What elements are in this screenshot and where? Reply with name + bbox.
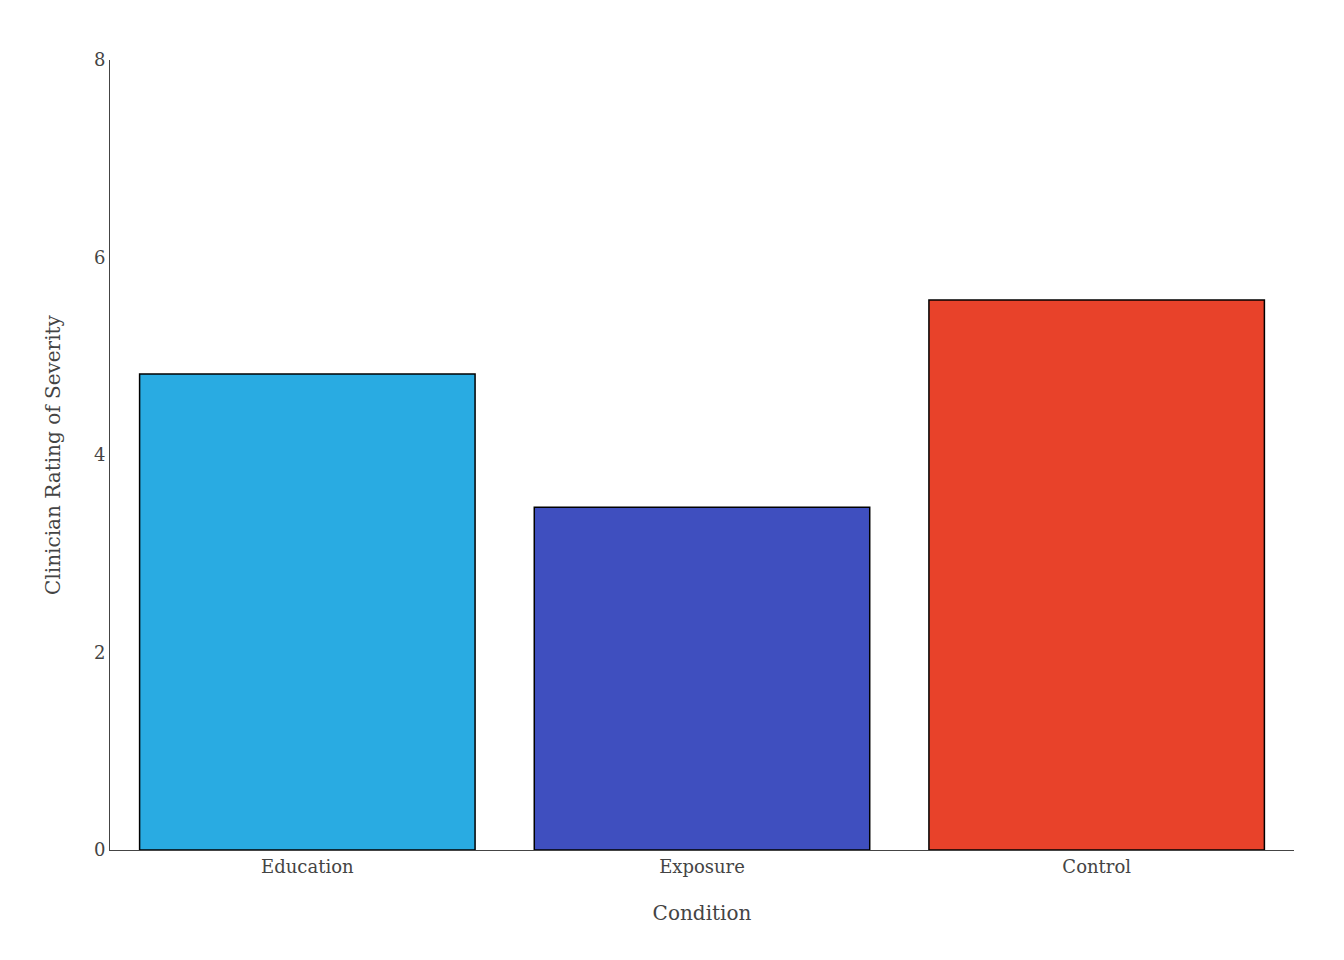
svg-text:2: 2 [94,642,105,663]
svg-text:Exposure: Exposure [659,856,745,877]
svg-text:8: 8 [94,49,105,70]
svg-text:4: 4 [94,444,105,465]
svg-text:Clinician Rating of Severity: Clinician Rating of Severity [41,314,65,595]
svg-text:Control: Control [1062,856,1131,877]
svg-text:Education: Education [261,856,354,877]
svg-text:0: 0 [94,839,105,860]
svg-text:Condition: Condition [653,901,752,925]
svg-text:6: 6 [94,247,105,268]
